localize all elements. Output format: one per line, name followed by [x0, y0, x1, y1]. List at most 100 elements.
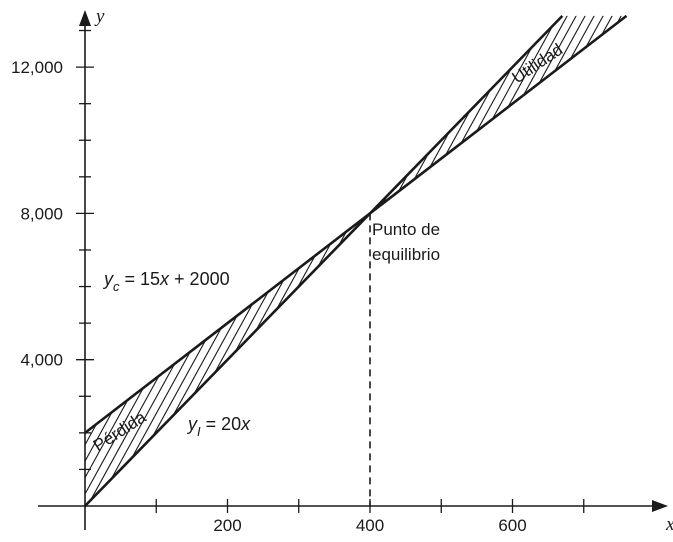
loss-hatching-stroke	[345, 213, 370, 506]
loss-hatching-stroke	[0, 193, 7, 526]
profit-hatching-stroke	[177, 0, 308, 233]
loss-hatching-stroke	[363, 213, 370, 506]
loss-hatching-stroke	[219, 213, 370, 506]
y-tick-label-8000: 8,000	[20, 204, 63, 223]
profit-hatching-stroke	[213, 0, 344, 233]
income-eq-rest: = 20	[201, 414, 242, 434]
profit-hatching-stroke	[393, 15, 525, 214]
income-equation-label: yI = 20x	[186, 414, 251, 439]
profit-hatching-stroke	[582, 15, 627, 214]
loss-hatching-stroke	[273, 213, 370, 506]
profit-hatching-stroke	[132, 0, 263, 233]
cost-eq-rest: = 15	[120, 269, 161, 289]
loss-hatching-stroke	[228, 213, 370, 506]
profit-hatching-stroke	[195, 0, 326, 233]
x-ticks: 200 400 600	[155, 499, 585, 535]
profit-hatching-stroke	[411, 15, 543, 214]
profit-hatching-stroke	[168, 0, 299, 233]
loss-hatching-stroke	[120, 213, 305, 506]
loss-hatching-stroke	[129, 213, 314, 506]
x-tick-label-200: 200	[213, 516, 241, 535]
cost-eq-sub: c	[113, 279, 120, 294]
loss-hatching-stroke	[300, 213, 370, 506]
loss-hatching-stroke	[85, 213, 251, 506]
profit-hatching-stroke	[483, 15, 615, 214]
income-eq-base: y	[186, 414, 198, 434]
profit-hatching-stroke	[370, 15, 471, 214]
loss-hatching-stroke	[309, 213, 370, 506]
break-even-label-line1: Punto de	[372, 220, 440, 239]
profit-hatching-stroke	[609, 15, 627, 214]
x-tick-label-400: 400	[356, 516, 384, 535]
profit-hatching-stroke	[370, 15, 453, 214]
profit-hatching-stroke	[370, 15, 426, 214]
break-even-label-line2: equilibrio	[372, 245, 440, 264]
profit-hatching-stroke	[600, 15, 627, 214]
profit-hatching-stroke	[370, 15, 381, 214]
x-axis-label: x	[665, 514, 673, 535]
loss-hatching-stroke	[165, 213, 350, 506]
loss-hatching-stroke	[102, 213, 287, 506]
y-tick-label-12000: 12,000	[11, 58, 63, 77]
loss-hatching-stroke	[282, 213, 370, 506]
profit-hatching-stroke	[555, 15, 627, 214]
profit-hatching-stroke	[370, 15, 489, 214]
cost-eq-base: y	[102, 269, 114, 289]
y-tick-label-4000: 4,000	[20, 351, 63, 370]
profit-hatching-stroke	[618, 15, 627, 214]
profit-hatching-stroke	[501, 15, 627, 214]
loss-hatching-stroke	[255, 213, 370, 506]
loss-hatching-stroke	[138, 213, 323, 506]
profit-hatching-stroke	[519, 15, 627, 214]
cost-equation-label: yc = 15x + 2000	[102, 269, 230, 294]
profit-hatching	[132, 0, 673, 233]
x-axis-arrow	[652, 500, 668, 512]
profit-hatching-stroke	[510, 15, 627, 214]
income-eq-var: x	[240, 414, 251, 434]
loss-hatching-stroke	[0, 193, 16, 526]
profit-hatching-stroke	[231, 0, 362, 233]
loss-hatching-stroke	[336, 213, 370, 506]
loss-hatching-stroke	[85, 213, 260, 506]
profit-hatching-stroke	[370, 15, 435, 214]
y-ticks: 4,000 8,000 12,000	[11, 29, 94, 471]
series-line-income	[84, 14, 564, 507]
loss-hatching-stroke	[327, 213, 370, 506]
loss-hatching-stroke	[147, 213, 332, 506]
loss-hatching-stroke	[93, 213, 278, 506]
cost-eq-var: x	[159, 269, 170, 289]
y-axis-arrow	[79, 10, 91, 26]
loss-hatching-stroke	[111, 213, 296, 506]
loss-hatching-stroke	[382, 193, 565, 526]
profit-hatching-stroke	[204, 0, 335, 233]
loss-hatching-stroke	[318, 213, 370, 506]
x-tick-label-600: 600	[498, 516, 526, 535]
profit-hatching-stroke	[370, 15, 462, 214]
profit-hatching-stroke	[627, 0, 673, 233]
profit-hatching-stroke	[564, 15, 627, 214]
profit-hatching-stroke	[159, 0, 290, 233]
series-line-cost	[84, 14, 628, 434]
profit-hatching-stroke	[420, 15, 552, 214]
loss-hatching-stroke	[156, 213, 341, 506]
loss-hatching-stroke	[264, 213, 370, 506]
profit-hatching-stroke	[402, 15, 534, 214]
cost-eq-tail: + 2000	[169, 269, 230, 289]
loss-hatching-stroke	[246, 213, 370, 506]
profit-hatching-stroke	[370, 15, 372, 214]
profit-hatching-stroke	[370, 15, 417, 214]
loss-hatching-stroke	[354, 213, 370, 506]
loss-hatching-stroke	[291, 213, 370, 506]
loss-hatching-stroke	[201, 213, 370, 506]
profit-hatching-stroke	[636, 0, 673, 233]
profit-hatching-stroke	[370, 15, 390, 214]
profit-hatching-stroke	[186, 0, 317, 233]
profit-hatching-stroke	[573, 15, 627, 214]
profit-hatching-stroke	[222, 0, 353, 233]
loss-hatching-stroke	[210, 213, 370, 506]
profit-hatching-stroke	[370, 15, 444, 214]
loss-hatching-stroke	[192, 213, 370, 506]
loss-hatching-stroke	[85, 213, 224, 506]
profit-hatching-stroke	[375, 15, 507, 214]
